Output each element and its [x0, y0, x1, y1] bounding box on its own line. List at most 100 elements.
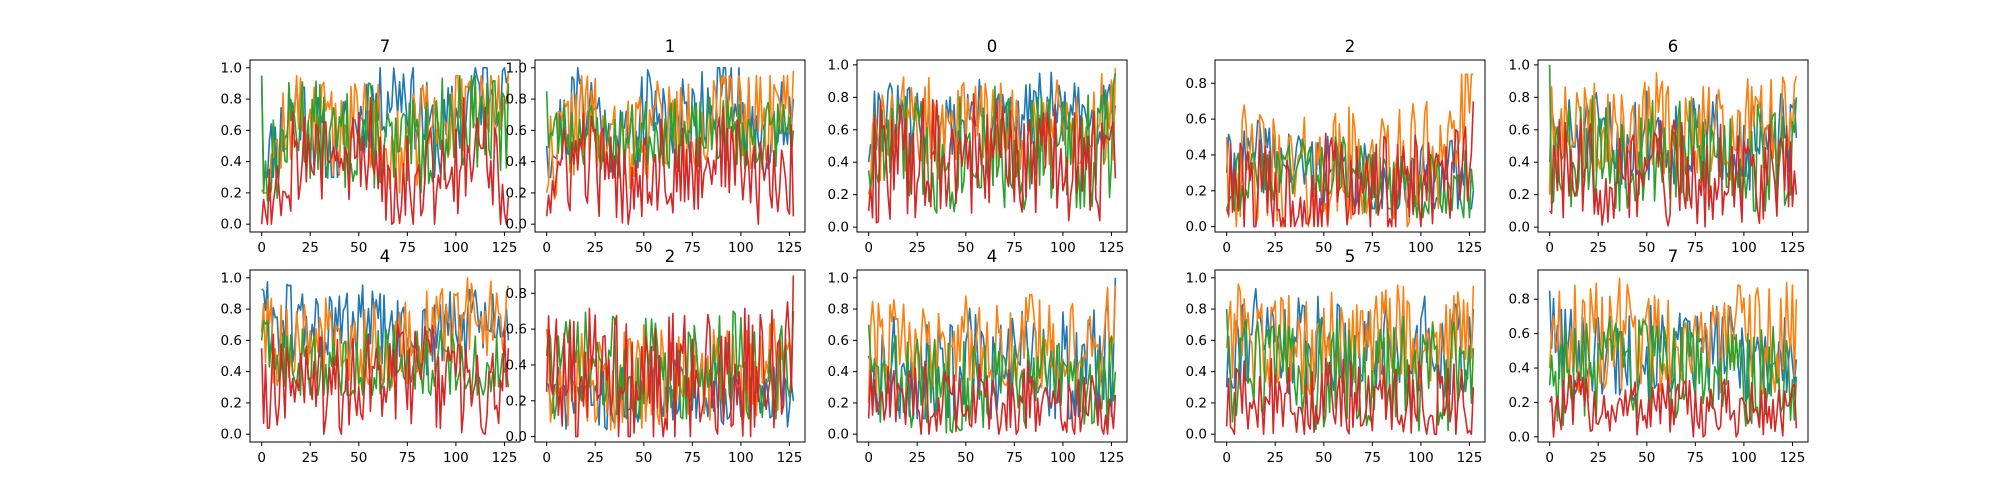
y-tick-label: 0.0: [1509, 220, 1530, 236]
x-tick-label: 125: [1780, 450, 1806, 466]
y-tick-label: 0.0: [828, 427, 849, 443]
subplot-10: 0 25 50 75 100 125 0.0 0.2 0.4 0.6 0.8 7: [1509, 247, 1809, 466]
y-tick-label: 1.0: [1186, 270, 1207, 286]
x-tick-label: 0: [1545, 240, 1554, 256]
y-tick-label: 0.8: [828, 302, 849, 318]
y-tick-label: 0.2: [828, 395, 849, 411]
x-tick-label: 75: [1364, 450, 1381, 466]
axes-frame: [1537, 269, 1809, 443]
y-tick-label: 0.8: [506, 92, 527, 108]
subplot-title: 7: [380, 37, 391, 56]
series-group: [260, 277, 510, 435]
y-tick-label: 0.0: [1186, 427, 1207, 443]
y-tick-label: 0.0: [506, 217, 527, 233]
series-line-4: [545, 275, 795, 438]
series-line-2: [260, 72, 510, 194]
x-tick-label: 100: [1050, 450, 1076, 466]
axes-frame: [1214, 269, 1486, 443]
y-tick-label: 0.4: [828, 364, 849, 380]
series-line-1: [867, 71, 1117, 163]
y-tick-label: 0.2: [506, 185, 527, 201]
x-tick-label: 50: [957, 240, 974, 256]
subplot-4: 0 25 50 75 100 125 0.0 0.2 0.4 0.6 0.8 2: [1186, 37, 1486, 256]
y-tick-label: 0.2: [1186, 183, 1207, 199]
x-tick-label: 75: [1006, 450, 1023, 466]
x-tick-label: 25: [302, 450, 319, 466]
series-line-3: [260, 320, 510, 396]
series-line-1: [1225, 287, 1475, 398]
y-tick-label: 0.2: [828, 187, 849, 203]
y-tick-label: 0.6: [828, 122, 849, 138]
y-tick-label: 0.6: [1186, 333, 1207, 349]
subplot-title: 1: [665, 37, 676, 56]
subplot-title: 2: [1345, 37, 1356, 56]
y-tick-label: 0.6: [1186, 112, 1207, 128]
axes-frame: [856, 59, 1128, 233]
axes-frame: [534, 59, 806, 233]
x-tick-label: 100: [443, 240, 469, 256]
y-tick-label: 0.8: [221, 302, 242, 318]
y-tick-label: 0.4: [221, 154, 242, 170]
x-tick-label: 100: [728, 450, 754, 466]
series-line-4: [1225, 101, 1475, 228]
subplot-title: 6: [1668, 37, 1679, 56]
x-tick-label: 0: [1222, 450, 1231, 466]
series-line-4: [1225, 357, 1475, 435]
y-tick-label: 0.4: [221, 364, 242, 380]
y-tick-label: 0.4: [1509, 361, 1530, 377]
x-tick-label: 50: [1638, 240, 1655, 256]
subplot-title: 2: [665, 247, 676, 266]
series-group: [1225, 73, 1475, 228]
y-tick-label: 0.4: [828, 155, 849, 171]
x-tick-label: 125: [492, 450, 518, 466]
y-tick-label: 0.0: [828, 220, 849, 236]
x-tick-label: 0: [1545, 450, 1554, 466]
x-tick-label: 50: [350, 240, 367, 256]
subplot-8: 0 25 50 75 100 125 0.0 0.2 0.4 0.6 0.8 1.0 4: [828, 247, 1128, 466]
y-tick-label: 1.0: [828, 270, 849, 286]
series-group: [867, 277, 1117, 435]
series-line-2: [867, 285, 1117, 403]
x-tick-label: 100: [1731, 450, 1757, 466]
x-tick-label: 50: [1638, 450, 1655, 466]
x-tick-label: 125: [777, 240, 803, 256]
x-tick-label: 0: [542, 450, 551, 466]
series-line-4: [867, 360, 1117, 435]
x-tick-label: 100: [1050, 240, 1076, 256]
y-tick-label: 0.4: [1186, 147, 1207, 163]
series-line-3: [545, 91, 795, 177]
y-tick-label: 0.2: [1509, 187, 1530, 203]
subplot-1: 0 25 50 75 100 125 0.0 0.2 0.4 0.6 0.8 1.0 7: [221, 37, 521, 256]
series-group: [1548, 277, 1798, 438]
y-tick-label: 0.2: [506, 393, 527, 409]
y-tick-label: 0.8: [1509, 90, 1530, 106]
y-tick-label: 0.4: [506, 154, 527, 170]
subplot-2: 0 25 50 75 100 125 0.0 0.2 0.4 0.6 0.8 1.0 1: [506, 37, 806, 256]
axes-frame: [249, 269, 521, 443]
y-tick-label: 1.0: [1509, 57, 1530, 73]
x-tick-label: 125: [1780, 240, 1806, 256]
series-line-4: [545, 106, 795, 225]
y-tick-label: 0.2: [221, 185, 242, 201]
x-tick-label: 0: [1222, 240, 1231, 256]
x-tick-label: 125: [492, 240, 518, 256]
y-tick-label: 0.8: [221, 92, 242, 108]
y-tick-label: 0.6: [1509, 122, 1530, 138]
x-tick-label: 75: [399, 450, 416, 466]
x-tick-label: 125: [1457, 240, 1483, 256]
x-tick-label: 125: [1457, 450, 1483, 466]
y-tick-label: 0.8: [1186, 302, 1207, 318]
subplot-9: 0 25 50 75 100 125 0.0 0.2 0.4 0.6 0.8 1.0 5: [1186, 247, 1486, 466]
x-tick-label: 0: [257, 450, 266, 466]
y-tick-label: 1.0: [221, 270, 242, 286]
x-tick-label: 100: [443, 450, 469, 466]
x-tick-label: 75: [1687, 450, 1704, 466]
x-tick-label: 50: [1315, 450, 1332, 466]
x-tick-label: 25: [587, 240, 604, 256]
series-line-4: [260, 323, 510, 435]
axes-frame: [249, 59, 521, 233]
x-tick-label: 75: [1006, 240, 1023, 256]
y-tick-label: 0.6: [221, 123, 242, 139]
axes-frame: [534, 269, 806, 443]
axes-frame: [1537, 59, 1809, 233]
